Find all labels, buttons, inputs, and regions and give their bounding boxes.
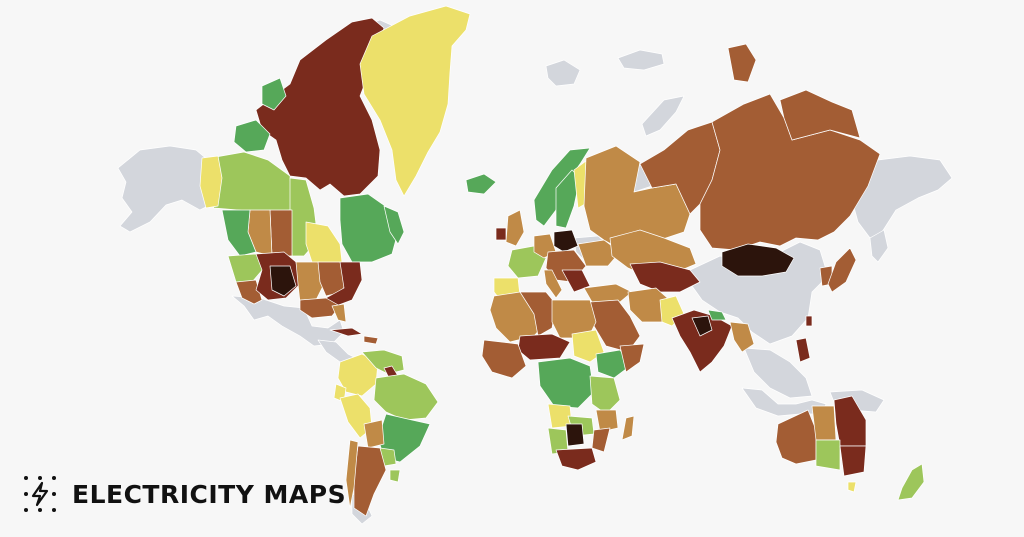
- region-southeast-asia[interactable]: [743, 347, 813, 399]
- region-tasmania[interactable]: [847, 481, 857, 493]
- region-central-asia-stans[interactable]: [629, 261, 701, 293]
- region-mozambique[interactable]: [591, 427, 611, 453]
- region-northern-territory[interactable]: [811, 405, 837, 441]
- region-philippines[interactable]: [795, 337, 811, 363]
- region-nsw-victoria[interactable]: [839, 445, 867, 477]
- region-kamchatka[interactable]: [869, 229, 889, 263]
- region-canada-arctic[interactable]: [255, 17, 385, 197]
- region-cuba[interactable]: [329, 327, 363, 337]
- region-middle-east[interactable]: [589, 299, 641, 353]
- region-saskatchewan[interactable]: [269, 209, 293, 257]
- region-russia-far-east[interactable]: [779, 89, 861, 141]
- region-uruguay[interactable]: [389, 469, 401, 483]
- region-argentina[interactable]: [353, 445, 387, 517]
- region-quebec[interactable]: [339, 193, 399, 263]
- lightning-bolt-dotted-icon: [24, 476, 56, 512]
- region-russia-west[interactable]: [583, 145, 691, 253]
- region-india[interactable]: [671, 309, 733, 373]
- region-mongolia[interactable]: [721, 243, 795, 277]
- region-east-africa[interactable]: [589, 375, 621, 415]
- region-poland[interactable]: [553, 229, 579, 253]
- region-nunavut-green[interactable]: [233, 119, 271, 153]
- region-horn[interactable]: [619, 343, 645, 373]
- region-nepal[interactable]: [707, 309, 727, 321]
- brand-name: ELECTRICITY MAPS: [72, 479, 347, 509]
- region-greenland[interactable]: [359, 5, 471, 197]
- region-sweden[interactable]: [555, 169, 581, 229]
- region-uk[interactable]: [505, 209, 525, 247]
- region-indonesia[interactable]: [741, 387, 827, 417]
- region-chile[interactable]: [345, 439, 359, 509]
- region-south-australia[interactable]: [815, 439, 841, 471]
- region-florida[interactable]: [331, 303, 347, 323]
- region-caribbean[interactable]: [363, 335, 379, 345]
- region-tanzania[interactable]: [595, 409, 619, 433]
- region-western-australia[interactable]: [775, 409, 817, 465]
- region-us-core-dark[interactable]: [269, 265, 297, 297]
- region-us-east[interactable]: [325, 261, 363, 307]
- region-west-africa[interactable]: [481, 339, 527, 379]
- region-franz-josef[interactable]: [617, 49, 665, 71]
- region-novaya-zemlya[interactable]: [641, 95, 685, 137]
- region-taiwan[interactable]: [805, 315, 813, 327]
- region-bc[interactable]: [221, 209, 257, 257]
- region-new-zealand[interactable]: [897, 463, 925, 501]
- region-iceland[interactable]: [465, 173, 497, 195]
- region-ethiopia[interactable]: [595, 349, 631, 379]
- region-baffin-green[interactable]: [261, 77, 287, 111]
- region-botswana[interactable]: [565, 423, 585, 447]
- region-brazil-north[interactable]: [373, 373, 439, 421]
- region-us-south[interactable]: [299, 297, 341, 319]
- region-mexico[interactable]: [231, 295, 345, 347]
- region-japan[interactable]: [827, 247, 857, 293]
- region-bolivia[interactable]: [363, 419, 385, 449]
- region-india-east[interactable]: [691, 315, 713, 337]
- region-south-africa[interactable]: [555, 447, 597, 471]
- region-madagascar[interactable]: [621, 415, 635, 441]
- region-alaska[interactable]: [117, 145, 211, 233]
- region-central-africa[interactable]: [537, 357, 595, 409]
- region-us-northwest[interactable]: [227, 253, 265, 283]
- region-italy[interactable]: [543, 269, 563, 299]
- region-balkans[interactable]: [561, 269, 591, 293]
- region-yukon[interactable]: [199, 155, 223, 209]
- electricity-maps-logo[interactable]: ELECTRICITY MAPS: [22, 474, 346, 514]
- region-siberia-islands[interactable]: [727, 43, 757, 83]
- region-us-west[interactable]: [235, 279, 263, 305]
- region-turkey[interactable]: [583, 283, 633, 303]
- region-algeria[interactable]: [519, 291, 557, 337]
- region-ukraine[interactable]: [577, 239, 621, 267]
- region-east-siberia[interactable]: [851, 155, 953, 239]
- region-labrador[interactable]: [383, 205, 405, 245]
- region-bangladesh-myanmar[interactable]: [729, 321, 755, 353]
- region-ireland[interactable]: [495, 227, 507, 241]
- region-svalbard[interactable]: [545, 59, 581, 87]
